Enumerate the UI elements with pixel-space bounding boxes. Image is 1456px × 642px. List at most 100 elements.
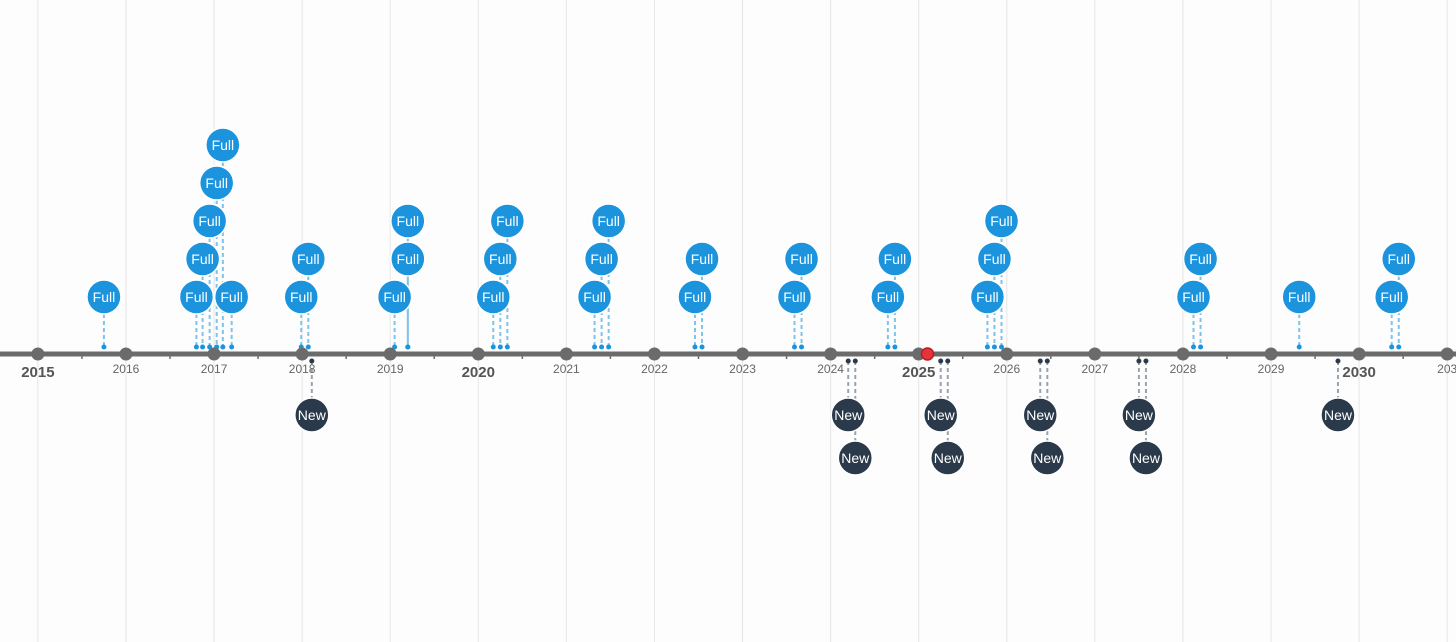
full-release-bubble[interactable]: Full — [1175, 279, 1212, 315]
new-bubble-label: New — [1033, 450, 1062, 466]
full-release-bubble[interactable]: Full — [583, 241, 620, 277]
new-release-bubble[interactable]: New — [830, 397, 866, 433]
new-release-bubble[interactable]: New — [930, 440, 966, 476]
full-bubble-circle — [983, 203, 1020, 239]
full-release-bubble[interactable]: Full — [86, 279, 122, 315]
new-release-bubble[interactable]: New — [1029, 440, 1066, 476]
full-bubble-label: Full — [297, 251, 320, 267]
full-bubble-circle — [184, 241, 221, 277]
full-release-bubble[interactable]: Full — [684, 241, 720, 277]
new-release-bubble[interactable]: New — [294, 397, 330, 433]
full-bubble-circle — [390, 203, 426, 239]
year-marker-2024 — [824, 347, 838, 361]
full-event-anchor — [229, 344, 235, 350]
full-release-bubble[interactable]: Full — [290, 241, 327, 277]
full-release-bubble[interactable]: Full — [590, 203, 627, 239]
full-bubble-label: Full — [877, 289, 900, 305]
new-release-bubble[interactable]: New — [1128, 440, 1164, 476]
full-event-anchor — [207, 344, 213, 350]
full-release-bubble[interactable]: Full — [1373, 279, 1410, 315]
full-bubble-label: Full — [290, 289, 313, 305]
new-bubble-circle — [837, 440, 874, 476]
year-marker-2020 — [471, 347, 485, 361]
new-bubble-circle — [1022, 397, 1059, 433]
year-label-2025: 2025 — [902, 364, 935, 381]
year-marker-2026 — [1000, 347, 1014, 361]
full-bubble-circle — [191, 203, 228, 239]
year-label-2017: 2017 — [201, 362, 228, 376]
full-release-bubble[interactable]: Full — [489, 203, 526, 239]
full-release-bubble[interactable]: Full — [576, 279, 613, 315]
new-bubble-circle — [1029, 440, 1066, 476]
full-release-bubble[interactable]: Full — [1182, 241, 1219, 277]
full-release-bubble[interactable]: Full — [390, 203, 426, 239]
full-bubble-label: Full — [397, 251, 420, 267]
full-event-anchor — [1198, 344, 1204, 350]
year-marker-2022 — [647, 347, 661, 361]
full-release-bubble[interactable]: Full — [376, 279, 413, 315]
full-release-bubble[interactable]: Full — [1380, 241, 1417, 277]
full-bubble-circle — [976, 241, 1013, 277]
new-event-anchor — [1136, 358, 1142, 364]
full-release-bubble[interactable]: Full — [198, 165, 235, 201]
year-marker-2031 — [1440, 347, 1454, 361]
full-release-bubble[interactable]: Full — [213, 279, 250, 315]
full-event-anchor — [504, 344, 510, 350]
full-release-bubble[interactable]: Full — [178, 279, 215, 315]
full-release-bubble[interactable]: Full — [283, 279, 319, 315]
full-release-bubble[interactable]: Full — [191, 203, 228, 239]
full-release-bubble[interactable]: Full — [983, 203, 1020, 239]
year-label-2026: 2026 — [993, 362, 1020, 376]
new-event-anchor — [1044, 358, 1050, 364]
new-release-bubble[interactable]: New — [837, 440, 874, 476]
new-bubble-label: New — [934, 450, 963, 466]
new-release-bubble[interactable]: New — [1121, 397, 1157, 433]
full-event-anchor — [885, 344, 891, 350]
year-label-2028: 2028 — [1170, 362, 1197, 376]
full-release-bubble[interactable]: Full — [783, 241, 820, 277]
full-bubble-circle — [213, 279, 250, 315]
full-release-bubble[interactable]: Full — [776, 279, 813, 315]
full-release-bubble[interactable]: Full — [390, 241, 426, 277]
full-event-anchor — [193, 344, 199, 350]
year-marker-2023 — [736, 347, 750, 361]
full-release-bubble[interactable]: Full — [677, 279, 713, 315]
full-release-bubble[interactable]: Full — [205, 127, 241, 163]
full-event-anchor — [799, 344, 805, 350]
full-bubble-label: Full — [1288, 289, 1311, 305]
new-bubble-label: New — [1132, 450, 1161, 466]
full-release-bubble[interactable]: Full — [870, 279, 906, 315]
full-bubble-circle — [1182, 241, 1219, 277]
new-release-bubble[interactable]: New — [1320, 397, 1356, 433]
year-label-2022: 2022 — [641, 362, 668, 376]
new-release-bubble[interactable]: New — [922, 397, 959, 433]
full-bubble-circle — [1380, 241, 1417, 277]
new-bubble-label: New — [834, 407, 863, 423]
event-bubbles[interactable]: Full Full Full Full Full Full Full Full Full Full… — [86, 127, 1417, 476]
full-release-bubble[interactable]: Full — [877, 241, 913, 277]
full-release-bubble[interactable]: Full — [1281, 279, 1317, 315]
full-bubble-circle — [290, 241, 327, 277]
new-bubble-circle — [830, 397, 866, 433]
full-event-anchor — [606, 344, 612, 350]
full-bubble-label: Full — [990, 213, 1013, 229]
full-bubble-circle — [783, 241, 820, 277]
new-event-anchor — [845, 358, 851, 364]
full-release-bubble[interactable]: Full — [969, 279, 1006, 315]
year-label-2027: 2027 — [1082, 362, 1109, 376]
full-bubble-label: Full — [684, 289, 707, 305]
full-release-bubble[interactable]: Full — [482, 241, 519, 277]
full-event-anchor — [305, 344, 311, 350]
full-release-bubble[interactable]: Full — [976, 241, 1013, 277]
full-bubble-circle — [283, 279, 319, 315]
full-release-bubble[interactable]: Full — [475, 279, 512, 315]
full-bubble-label: Full — [191, 251, 214, 267]
year-gridlines — [37, 0, 1448, 642]
full-event-anchor — [490, 344, 496, 350]
full-release-bubble[interactable]: Full — [184, 241, 221, 277]
full-bubble-label: Full — [212, 137, 235, 153]
full-event-anchor — [405, 344, 411, 350]
year-label-2023: 2023 — [729, 362, 756, 376]
new-release-bubble[interactable]: New — [1022, 397, 1059, 433]
